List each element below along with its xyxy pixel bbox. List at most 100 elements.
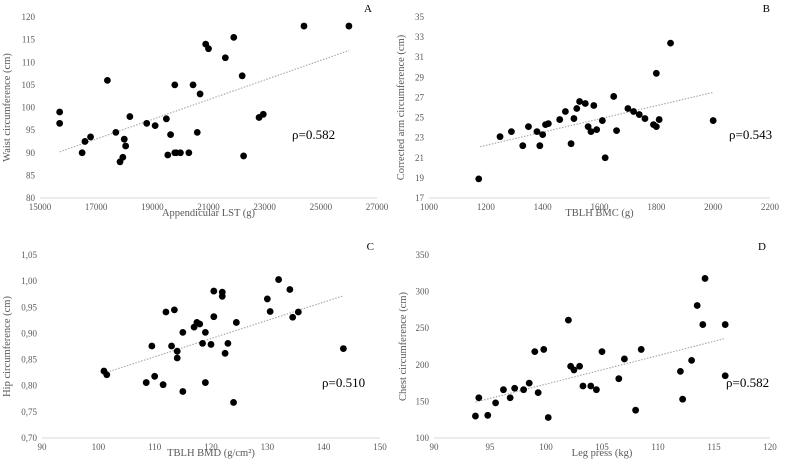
chart-b-y-tick-label: 33 <box>415 32 425 42</box>
chart-a-rho-annotation: ρ=0.582 <box>292 127 335 142</box>
chart-b-x-tick-label: 1800 <box>647 202 666 212</box>
chart-d-data-point <box>637 346 645 353</box>
chart-b-x-tick-label: 2000 <box>704 202 723 212</box>
chart-d-data-point <box>484 411 492 419</box>
chart-a-data-point <box>171 81 179 89</box>
chart-c-x-tick-label: 100 <box>92 442 106 452</box>
chart-a-x-tick-label: 17000 <box>85 202 108 212</box>
chart-b-svg: 1000 1200 1400 1600 1800 2000 2200 17 19 21 23 25 27… <box>396 3 780 219</box>
chart-b-data-point <box>655 116 663 123</box>
chart-a-data-point <box>221 54 229 62</box>
chart-d-y-tick-label: 100 <box>416 433 430 443</box>
chart-a-data-point <box>151 122 159 129</box>
chart-b-data-point <box>475 175 483 183</box>
chart-a-y-tick-label: 115 <box>22 35 36 45</box>
chart-c-y-tick-label: 0,70 <box>21 433 37 443</box>
chart-c-data-point <box>199 339 206 347</box>
chart-a-x-tick-label: 23000 <box>253 202 276 212</box>
chart-a-data-point <box>120 135 128 143</box>
chart-d-y-axis-label: Chest circumference (cm) <box>398 291 409 401</box>
chart-b-panel-letter: B <box>763 3 770 15</box>
chart-d-data-point <box>721 372 729 380</box>
chart-d-panel-letter: D <box>758 241 766 253</box>
chart-b-data-point <box>635 111 643 118</box>
chart-c-data-point <box>148 342 156 350</box>
chart-a-y-tick-label: 95 <box>26 125 36 135</box>
chart-b-data-point <box>667 39 674 47</box>
chart-b-y-tick-label: 27 <box>415 92 425 102</box>
chart-d-data-point <box>632 406 639 414</box>
chart-d-x-tick-label: 95 <box>486 442 496 452</box>
chart-a-x-tick-label: 21000 <box>197 202 220 212</box>
chart-c-data-point <box>159 381 167 389</box>
chart-a-data-point <box>164 151 172 159</box>
chart-b-data-point <box>576 98 584 105</box>
chart-d-data-point <box>500 386 507 394</box>
chart-d-data-point <box>570 366 578 374</box>
chart-b-data-point <box>508 128 515 136</box>
chart-c-data-point <box>179 328 187 336</box>
chart-b-data-point <box>567 140 575 148</box>
chart-c-data-point <box>210 287 218 295</box>
chart-a-x-tick-label: 19000 <box>141 202 164 212</box>
chart-c-data-point <box>173 347 181 355</box>
chart-b-trendline <box>480 91 714 148</box>
chart-a-y-tick-label: 90 <box>26 148 36 158</box>
chart-a-data-point <box>259 110 267 118</box>
chart-a-svg: 15000 17000 19000 21000 23000 25000 27000 80 85 9… <box>2 3 389 219</box>
chart-b-data-point <box>573 105 581 112</box>
chart-b-y-tick-label: 17 <box>415 193 425 203</box>
chart-b-data-point <box>601 154 609 162</box>
chart-d-data-point <box>721 321 729 328</box>
chart-c-data-point <box>196 320 204 328</box>
chart-a-data-point <box>162 115 170 123</box>
chart-c-data-point <box>221 349 229 357</box>
chart-a-data-point <box>81 138 89 145</box>
chart-a-data-point <box>78 149 86 157</box>
chart-c-data-point <box>218 292 226 300</box>
chart-a-x-tick-label: 27000 <box>366 202 389 212</box>
chart-d-data-point <box>593 386 600 394</box>
chart-b-data-point <box>641 115 649 122</box>
chart-panel-d: 90 95 100 105 110 115 120 100 150 200 250 300 350 Leg… <box>394 234 788 469</box>
chart-a-data-point <box>345 22 353 30</box>
chart-b-data-point <box>584 123 592 131</box>
chart-b-y-tick-label: 21 <box>415 153 424 163</box>
chart-b-y-tick-label: 35 <box>415 12 425 22</box>
chart-b-data-point <box>652 123 660 131</box>
chart-b-data-point <box>519 142 527 150</box>
chart-d-y-tick-label: 250 <box>416 323 430 333</box>
chart-c-data-point <box>168 342 175 350</box>
chart-b-y-tick-label: 23 <box>415 133 425 143</box>
chart-panel-a: 15000 17000 19000 21000 23000 25000 27000 80 85 9… <box>0 0 394 234</box>
chart-b-data-point <box>610 93 618 100</box>
chart-b-y-tick-label: 19 <box>415 173 425 183</box>
chart-d-x-tick-label: 120 <box>763 442 777 452</box>
chart-c-data-point <box>266 308 274 315</box>
chart-d-data-point <box>621 355 628 363</box>
chart-b-rho-annotation: ρ=0.543 <box>729 127 772 142</box>
chart-c-data-point <box>103 371 111 379</box>
chart-c-data-point <box>275 276 282 283</box>
chart-d-data-point <box>587 382 595 390</box>
chart-a-data-point <box>143 119 151 127</box>
chart-b-data-point <box>590 102 598 109</box>
chart-a-x-tick-label: 15000 <box>29 202 52 212</box>
chart-d-data-point <box>534 389 542 397</box>
chart-d-data-point <box>677 367 684 375</box>
chart-b-data-point <box>533 128 541 136</box>
chart-a-data-point <box>230 33 238 41</box>
chart-d-x-tick-label: 90 <box>430 442 440 452</box>
chart-d-data-point <box>492 399 499 407</box>
chart-b-data-point <box>613 127 620 135</box>
chart-d-data-point <box>615 375 623 383</box>
chart-c-data-point <box>170 306 178 314</box>
chart-b-x-tick-label: 1600 <box>591 202 610 212</box>
chart-c-data-point <box>263 295 271 303</box>
chart-a-y-tick-label: 85 <box>26 170 36 180</box>
chart-d-x-axis-label: Leg press (kg) <box>572 448 633 459</box>
chart-b-data-point <box>525 123 532 131</box>
chart-c-trendline <box>103 295 344 374</box>
chart-b-data-point <box>539 131 547 139</box>
chart-d-svg: 90 95 100 105 110 115 120 100 150 200 250 300 350 Leg… <box>398 241 777 459</box>
